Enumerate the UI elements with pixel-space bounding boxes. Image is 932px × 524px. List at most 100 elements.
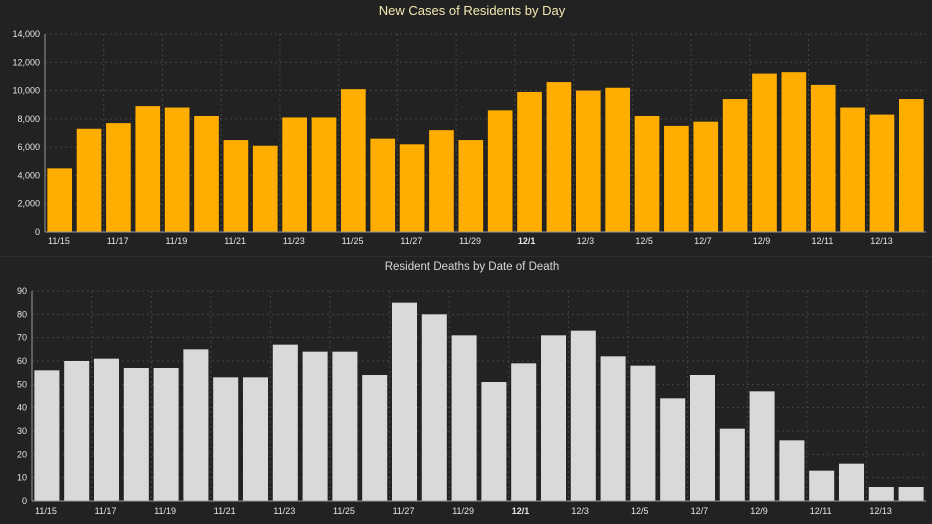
deaths-bar bbox=[183, 349, 209, 501]
cases-bar bbox=[634, 116, 660, 232]
deaths-bar bbox=[809, 470, 835, 501]
deaths-y-tick-label: 70 bbox=[17, 333, 27, 343]
cases-y-tick-label: 6,000 bbox=[17, 142, 40, 152]
cases-bar bbox=[76, 128, 102, 232]
deaths-x-tick-label: 11/25 bbox=[333, 506, 355, 516]
cases-bar bbox=[693, 121, 719, 232]
deaths-bar bbox=[213, 377, 239, 501]
deaths-x-tick-label: 11/19 bbox=[154, 506, 176, 516]
cases-x-tick-label: 12/11 bbox=[812, 236, 834, 246]
deaths-bar bbox=[302, 351, 328, 501]
cases-bar bbox=[575, 90, 601, 232]
cases-bar bbox=[135, 106, 161, 232]
deaths-x-tick-label: 11/27 bbox=[393, 506, 415, 516]
cases-x-tick-label: 12/7 bbox=[694, 236, 712, 246]
deaths-bar bbox=[362, 375, 388, 501]
cases-bar bbox=[664, 125, 689, 232]
deaths-bar bbox=[34, 370, 60, 501]
cases-chart: New Cases of Residents by Day 0 2,000 4,00… bbox=[12, 3, 926, 246]
cases-bar bbox=[106, 123, 131, 232]
cases-bar bbox=[429, 130, 454, 232]
cases-x-tick-label: 11/25 bbox=[342, 236, 364, 246]
cases-bar bbox=[781, 72, 807, 232]
deaths-x-tick-label: 11/21 bbox=[214, 506, 236, 516]
cases-bar bbox=[399, 144, 425, 232]
cases-x-tick-label: 12/13 bbox=[870, 236, 893, 246]
cases-bar bbox=[252, 145, 278, 232]
deaths-bar bbox=[540, 335, 567, 501]
deaths-bar bbox=[272, 344, 298, 501]
deaths-bar bbox=[749, 391, 775, 501]
cases-bar bbox=[223, 140, 249, 232]
deaths-bar bbox=[898, 487, 924, 501]
deaths-bar bbox=[242, 377, 269, 501]
cases-y-tick-label: 14,000 bbox=[12, 29, 40, 39]
cases-bar bbox=[458, 140, 484, 232]
cases-x-tick-label: 11/27 bbox=[400, 236, 422, 246]
deaths-y-tick-label: 30 bbox=[17, 426, 27, 436]
deaths-y-tick-label: 50 bbox=[17, 379, 27, 389]
cases-bar bbox=[341, 89, 366, 233]
cases-x-tick-label: 12/3 bbox=[577, 236, 595, 246]
cases-y-tick-label: 0 bbox=[35, 227, 40, 237]
deaths-bar bbox=[93, 358, 120, 501]
cases-bar bbox=[194, 116, 219, 232]
deaths-x-tick-label: 11/15 bbox=[35, 506, 57, 516]
cases-bar bbox=[810, 84, 836, 233]
deaths-bar bbox=[511, 363, 537, 501]
deaths-x-tick-label: 12/5 bbox=[631, 506, 649, 516]
deaths-bar bbox=[689, 375, 716, 501]
cases-bar bbox=[752, 73, 777, 232]
deaths-bar bbox=[391, 302, 418, 501]
deaths-bar bbox=[421, 314, 447, 501]
cases-y-tick-label: 4,000 bbox=[17, 170, 40, 180]
cases-bar bbox=[517, 91, 542, 232]
cases-chart-title: New Cases of Residents by Day bbox=[379, 3, 566, 18]
deaths-y-tick-label: 10 bbox=[17, 473, 27, 483]
cases-bar bbox=[605, 87, 630, 232]
deaths-x-tick-label: 11/29 bbox=[452, 506, 474, 516]
deaths-bar bbox=[123, 368, 149, 501]
cases-x-tick-label: 11/21 bbox=[224, 236, 246, 246]
cases-y-tick-label: 8,000 bbox=[17, 114, 40, 124]
deaths-x-tick-label: 12/9 bbox=[750, 506, 768, 516]
cases-y-tick-label: 2,000 bbox=[17, 199, 40, 209]
deaths-bar bbox=[779, 440, 805, 501]
deaths-y-tick-label: 80 bbox=[17, 309, 27, 319]
deaths-y-tick-label: 20 bbox=[17, 449, 27, 459]
deaths-bar bbox=[481, 382, 507, 501]
deaths-y-tick-label: 40 bbox=[17, 403, 27, 413]
cases-bar bbox=[840, 107, 865, 232]
deaths-bar bbox=[153, 368, 179, 501]
deaths-x-tick-label: 12/1 bbox=[512, 506, 530, 516]
deaths-bar bbox=[660, 398, 686, 501]
deaths-chart: Resident Deaths by Date of Death 0 10 20 30… bbox=[0, 256, 932, 516]
deaths-y-tick-label: 60 bbox=[17, 356, 27, 366]
deaths-x-tick-label: 11/17 bbox=[95, 506, 117, 516]
cases-x-tick-label: 12/5 bbox=[635, 236, 653, 246]
cases-bar bbox=[487, 110, 513, 232]
deaths-y-tick-label: 90 bbox=[17, 286, 27, 296]
deaths-x-tick-label: 12/7 bbox=[691, 506, 709, 516]
cases-bar bbox=[722, 99, 748, 232]
cases-bar bbox=[164, 107, 190, 232]
cases-bar bbox=[898, 99, 924, 232]
cases-bar bbox=[370, 138, 396, 232]
cases-bar bbox=[546, 82, 572, 232]
deaths-bar bbox=[868, 487, 894, 501]
cases-x-tick-label: 11/19 bbox=[165, 236, 187, 246]
cases-x-tick-label: 11/29 bbox=[459, 236, 481, 246]
deaths-bar bbox=[630, 365, 656, 501]
deaths-x-tick-label: 11/23 bbox=[273, 506, 295, 516]
cases-x-tick-label: 11/15 bbox=[48, 236, 70, 246]
deaths-bar bbox=[838, 463, 865, 501]
deaths-bar bbox=[600, 356, 626, 501]
deaths-bar bbox=[570, 330, 596, 501]
deaths-x-tick-label: 12/3 bbox=[571, 506, 589, 516]
deaths-y-tick-label: 0 bbox=[22, 496, 27, 506]
cases-x-tick-label: 11/23 bbox=[283, 236, 305, 246]
deaths-bar bbox=[332, 351, 358, 501]
cases-y-tick-label: 12,000 bbox=[12, 57, 40, 67]
cases-x-tick-label: 12/1 bbox=[518, 236, 536, 246]
deaths-x-tick-label: 12/11 bbox=[810, 506, 832, 516]
